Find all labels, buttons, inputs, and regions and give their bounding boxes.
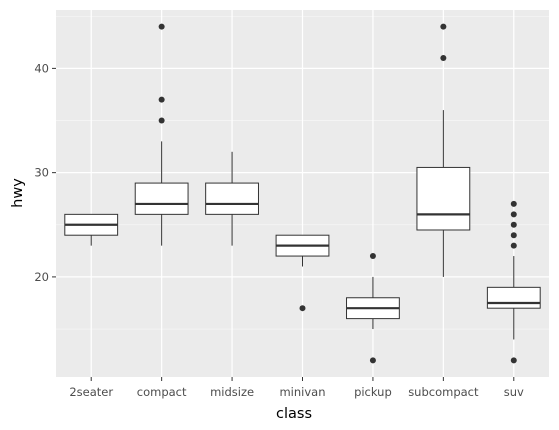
box-pickup — [346, 253, 400, 364]
outlier-point — [158, 117, 165, 124]
outlier-point — [369, 253, 376, 260]
outlier-point — [510, 242, 517, 249]
y-axis-title: hwy — [10, 178, 26, 208]
outlier-point — [158, 96, 165, 103]
outlier-point — [510, 200, 517, 207]
x-tick-label: compact — [137, 385, 187, 399]
outlier-point — [369, 357, 376, 364]
x-tick-label: pickup — [354, 385, 392, 399]
outlier-point — [158, 23, 165, 30]
box-suv — [486, 200, 541, 364]
outlier-point — [510, 232, 517, 239]
outlier-point — [510, 357, 517, 364]
y-tick-label: 40 — [34, 61, 49, 75]
box-iqr — [486, 286, 541, 309]
outlier-point — [440, 54, 447, 61]
outlier-point — [510, 211, 517, 218]
y-tick-label: 20 — [34, 270, 49, 284]
x-tick-label: suv — [504, 385, 524, 399]
box-iqr — [134, 182, 189, 215]
box-iqr — [416, 166, 471, 231]
box-minivan — [275, 234, 330, 312]
outlier-point — [299, 305, 306, 312]
y-tick-label: 30 — [34, 166, 49, 180]
box-2seater — [64, 213, 119, 246]
box-iqr — [205, 182, 259, 215]
x-tick-label: minivan — [279, 385, 325, 399]
box-compact — [134, 23, 189, 246]
watermark-line1: 知乎 @python数据分析 — [374, 398, 536, 416]
outlier-point — [510, 221, 517, 228]
x-tick-label: 2seater — [69, 385, 113, 399]
x-axis-title: class — [276, 406, 312, 422]
y-axis-ticks: 20 30 40 — [34, 61, 56, 284]
box-midsize — [205, 151, 259, 246]
x-tick-label: subcompact — [408, 385, 479, 399]
outlier-point — [440, 23, 447, 30]
box-subcompact — [416, 23, 471, 277]
watermark-line2: https://blog.csdn.net/qq_21478261 — [316, 406, 527, 420]
x-axis-ticks: 2seater compact midsize minivan pickup subcom… — [69, 377, 524, 399]
x-tick-label: midsize — [210, 385, 254, 399]
boxes-layer — [64, 23, 541, 364]
